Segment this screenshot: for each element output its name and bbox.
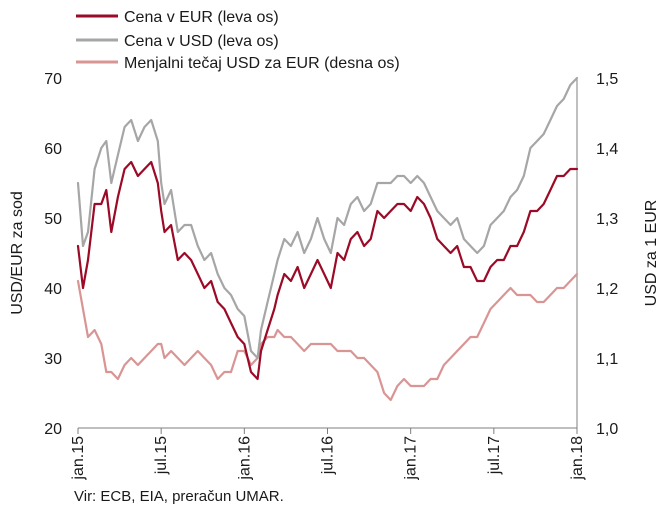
x-tick-label: jul.16 [320, 436, 337, 475]
y-left-tick-labels: 20 30 40 50 60 70 [44, 71, 62, 438]
x-tick-labels: jan.15 jul.15 jan.16 jul.16 jan.17 jul.17 jan.… [70, 436, 586, 481]
x-tick-label: jul.15 [153, 436, 170, 475]
source-note: Vir: ECB, EIA, preračun UMAR. [74, 488, 284, 505]
chart: Cena v EUR (leva os) Cena v USD (leva os… [9, 9, 660, 481]
y-right-tick-label: 1,1 [596, 351, 618, 368]
y-left-tick-label: 50 [44, 211, 62, 228]
x-tick-label: jan.18 [569, 436, 586, 481]
x-tick-label: jul.17 [486, 436, 503, 475]
y-left-tick-label: 70 [44, 71, 62, 88]
x-tick-marks [77, 428, 578, 434]
y-right-tick-labels: 1,0 1,1 1,2 1,3 1,4 1,5 [596, 71, 618, 438]
y-right-tick-label: 1,3 [596, 211, 618, 228]
x-tick-label: jan.15 [70, 436, 87, 481]
y-left-tick-label: 60 [44, 141, 62, 158]
x-tick-label: jan.17 [403, 436, 420, 481]
y-right-tick-label: 1,4 [596, 141, 618, 158]
series-line-eur [76, 160, 579, 381]
y-left-tick-label: 30 [44, 351, 62, 368]
x-tick-label: jan.16 [236, 436, 253, 481]
y-right-axis-title: USD za 1 EUR [643, 200, 660, 307]
legend: Cena v EUR (leva os) Cena v USD (leva os… [76, 9, 400, 72]
series-line-fx [76, 272, 579, 402]
y-left-tick-label: 20 [44, 421, 62, 438]
plot-area [76, 76, 579, 434]
y-right-tick-label: 1,5 [596, 71, 618, 88]
legend-label-usd: Cena v USD (leva os) [124, 33, 279, 50]
y-right-tick-label: 1,2 [596, 281, 618, 298]
legend-label-eur: Cena v EUR (leva os) [124, 9, 279, 26]
y-left-axis-title: USD/EUR za sod [9, 191, 26, 315]
series-line-usd [76, 76, 579, 360]
series-layer [76, 76, 579, 402]
y-left-tick-label: 40 [44, 281, 62, 298]
y-right-tick-label: 1,0 [596, 421, 618, 438]
legend-label-fx: Menjalni tečaj USD za EUR (desna os) [124, 55, 400, 72]
